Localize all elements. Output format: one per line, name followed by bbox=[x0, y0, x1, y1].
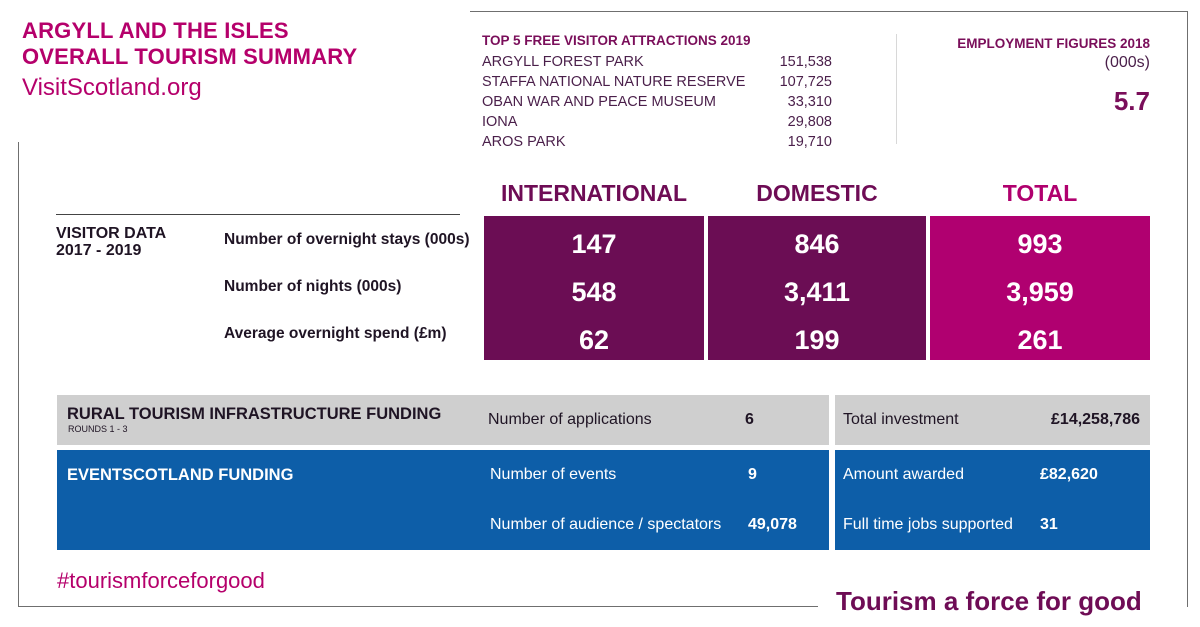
investment-value: £14,258,786 bbox=[1051, 411, 1140, 428]
frame-top-line bbox=[470, 11, 1188, 12]
rural-funding-title: RURAL TOURISM INFRASTRUCTURE FUNDING bbox=[67, 405, 442, 423]
page-title-line1: ARGYLL AND THE ISLES bbox=[22, 18, 289, 43]
table-cell: 199 bbox=[794, 325, 840, 355]
awarded-value: £82,620 bbox=[1040, 466, 1098, 483]
list-item: OBAN WAR AND PEACE MUSEUM 33,310 bbox=[482, 92, 832, 112]
hashtag-link[interactable]: #tourismforceforgood bbox=[57, 568, 265, 593]
table-cell: 548 bbox=[571, 277, 617, 307]
frame-right-line bbox=[1187, 11, 1188, 607]
table-cell: 147 bbox=[571, 229, 617, 259]
attraction-name: STAFFA NATIONAL NATURE RESERVE bbox=[482, 74, 746, 90]
table-cell: 993 bbox=[1017, 229, 1063, 259]
jobs-value: 31 bbox=[1040, 516, 1058, 533]
table-cell: 846 bbox=[794, 229, 840, 259]
visitor-data-title: VISITOR DATA 2017 - 2019 bbox=[56, 225, 166, 259]
tagline: Tourism a force for good bbox=[836, 586, 1142, 616]
site-link[interactable]: VisitScotland.org bbox=[22, 74, 202, 101]
attractions-list: ARGYLL FOREST PARK 151,538 STAFFA NATIONA… bbox=[482, 52, 832, 152]
investment-label: Total investment bbox=[843, 411, 959, 428]
attraction-name: OBAN WAR AND PEACE MUSEUM bbox=[482, 94, 716, 110]
applications-value: 6 bbox=[745, 411, 754, 428]
employment-title: EMPLOYMENT FIGURES 2018 bbox=[957, 36, 1150, 51]
attraction-value: 107,725 bbox=[779, 74, 832, 90]
list-item: AROS PARK 19,710 bbox=[482, 132, 832, 152]
awarded-label: Amount awarded bbox=[843, 466, 964, 483]
table-cell: 3,959 bbox=[1006, 277, 1074, 307]
visitor-data-rule bbox=[56, 214, 460, 215]
rural-funding-subtitle: ROUNDS 1 - 3 bbox=[68, 424, 128, 434]
audience-value: 49,078 bbox=[748, 516, 797, 533]
page-title: ARGYLL AND THE ISLES OVERALL TOURISM SUM… bbox=[22, 18, 357, 70]
row-label-spend: Average overnight spend (£m) bbox=[224, 325, 447, 342]
attraction-value: 19,710 bbox=[787, 134, 832, 150]
events-funding-title: EVENTSCOTLAND FUNDING bbox=[67, 466, 294, 484]
frame-left-line bbox=[18, 142, 19, 607]
page-title-line2: OVERALL TOURISM SUMMARY bbox=[22, 44, 358, 69]
attraction-name: IONA bbox=[482, 114, 518, 130]
total-column: 993 3,959 261 bbox=[930, 216, 1150, 360]
list-item: IONA 29,808 bbox=[482, 112, 832, 132]
attraction-value: 151,538 bbox=[779, 54, 832, 70]
attraction-value: 33,310 bbox=[787, 94, 832, 110]
attractions-title: TOP 5 FREE VISITOR ATTRACTIONS 2019 bbox=[482, 33, 751, 48]
events-label: Number of events bbox=[490, 466, 617, 483]
column-header-international: INTERNATIONAL bbox=[500, 180, 688, 206]
row-label-stays: Number of overnight stays (000s) bbox=[224, 231, 470, 248]
frame-bottom-line bbox=[18, 606, 818, 607]
visitor-data-title-line2: 2017 - 2019 bbox=[56, 242, 142, 259]
column-header-total: TOTAL bbox=[1002, 180, 1078, 206]
rural-investment-panel bbox=[835, 395, 1150, 445]
rural-funding-panel bbox=[57, 395, 829, 445]
events-value: 9 bbox=[748, 466, 757, 483]
employment-unit: (000s) bbox=[1104, 54, 1150, 71]
attraction-value: 29,808 bbox=[787, 114, 832, 130]
table-cell: 3,411 bbox=[783, 277, 851, 307]
domestic-column: 846 3,411 199 bbox=[708, 216, 926, 360]
row-label-nights: Number of nights (000s) bbox=[224, 278, 402, 295]
attraction-name: ARGYLL FOREST PARK bbox=[482, 54, 644, 70]
column-header-domestic: DOMESTIC bbox=[756, 180, 878, 206]
list-item: ARGYLL FOREST PARK 151,538 bbox=[482, 52, 832, 72]
table-cell: 261 bbox=[1017, 325, 1063, 355]
applications-label: Number of applications bbox=[488, 411, 652, 428]
attraction-name: AROS PARK bbox=[482, 134, 566, 150]
header-divider bbox=[896, 34, 897, 144]
events-funding-panel bbox=[57, 450, 829, 550]
jobs-label: Full time jobs supported bbox=[843, 516, 1013, 533]
employment-value: 5.7 bbox=[1113, 86, 1150, 116]
visitor-data-title-line1: VISITOR DATA bbox=[56, 225, 167, 242]
international-column: 147 548 62 bbox=[484, 216, 704, 360]
audience-label: Number of audience / spectators bbox=[490, 516, 722, 533]
table-cell: 62 bbox=[578, 325, 610, 355]
events-award-panel bbox=[835, 450, 1150, 550]
list-item: STAFFA NATIONAL NATURE RESERVE 107,725 bbox=[482, 72, 832, 92]
